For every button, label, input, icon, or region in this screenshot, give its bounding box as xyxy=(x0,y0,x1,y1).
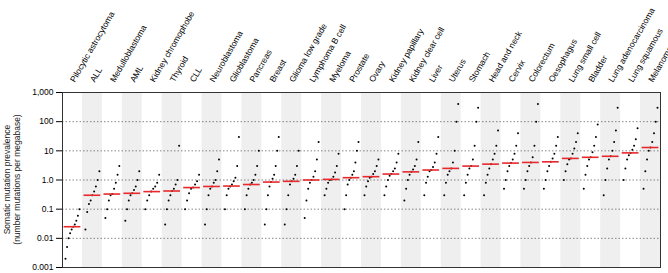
svg-text:Lung squamous: Lung squamous xyxy=(626,26,665,84)
svg-text:Lung adenocarcinoma: Lung adenocarcinoma xyxy=(606,6,657,84)
svg-text:Somatic mutation prevalence: Somatic mutation prevalence xyxy=(2,124,12,234)
svg-text:1.0: 1.0 xyxy=(42,175,54,185)
svg-text:0.01: 0.01 xyxy=(37,233,54,243)
svg-text:Pancreas: Pancreas xyxy=(247,47,274,84)
svg-text:Colorectum: Colorectum xyxy=(526,41,557,84)
svg-text:0.1: 0.1 xyxy=(42,204,54,214)
svg-text:Myeloma: Myeloma xyxy=(327,49,353,84)
svg-text:Kidney chromophobe: Kidney chromophobe xyxy=(148,9,197,84)
svg-text:Head and neck: Head and neck xyxy=(486,29,524,84)
svg-text:CLL: CLL xyxy=(187,65,204,84)
svg-text:Stomach: Stomach xyxy=(466,49,492,84)
svg-text:ALL: ALL xyxy=(88,66,104,84)
svg-text:Kidney papillary: Kidney papillary xyxy=(386,26,426,84)
svg-text:Liver: Liver xyxy=(427,63,445,84)
svg-text:Pilocytic astrocytoma: Pilocytic astrocytoma xyxy=(68,9,117,83)
svg-text:0.001: 0.001 xyxy=(32,262,54,272)
svg-text:10: 10 xyxy=(44,146,54,156)
svg-text:Medulloblastoma: Medulloblastoma xyxy=(108,23,149,84)
svg-text:Oesophagus: Oesophagus xyxy=(546,37,580,84)
svg-text:Prostate: Prostate xyxy=(347,51,372,84)
svg-text:Bladder: Bladder xyxy=(586,53,610,84)
svg-text:Lymphoma B cell: Lymphoma B cell xyxy=(307,22,349,84)
svg-text:Kidney clear cell: Kidney clear cell xyxy=(407,25,447,84)
svg-text:Ovary: Ovary xyxy=(367,59,387,84)
svg-text:Lung small cell: Lung small cell xyxy=(566,30,603,84)
svg-text:Neuroblastoma: Neuroblastoma xyxy=(207,28,245,84)
svg-text:Uterus: Uterus xyxy=(447,57,468,84)
svg-text:100: 100 xyxy=(39,116,53,126)
svg-text:AML: AML xyxy=(128,63,146,83)
svg-text:Thyroid: Thyroid xyxy=(167,54,191,84)
svg-text:Cervix: Cervix xyxy=(506,57,527,84)
svg-text:Glioma low grade: Glioma low grade xyxy=(287,21,329,84)
svg-text:Breast: Breast xyxy=(267,57,288,84)
svg-text:(number mutations per megabase: (number mutations per megabase) xyxy=(12,114,22,245)
svg-text:Glioblastoma: Glioblastoma xyxy=(227,35,261,84)
svg-text:1,000: 1,000 xyxy=(32,87,54,97)
svg-text:Melanoma: Melanoma xyxy=(646,44,668,84)
